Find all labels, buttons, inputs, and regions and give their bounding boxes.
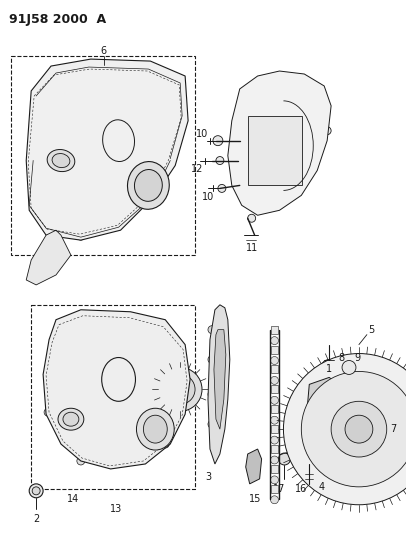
- Circle shape: [158, 367, 202, 411]
- Circle shape: [271, 456, 278, 464]
- Ellipse shape: [136, 408, 174, 450]
- Circle shape: [29, 484, 43, 498]
- Circle shape: [49, 67, 57, 75]
- Circle shape: [208, 356, 216, 364]
- Text: 4: 4: [318, 482, 324, 492]
- Circle shape: [156, 320, 164, 328]
- Polygon shape: [26, 230, 71, 285]
- Circle shape: [396, 424, 406, 434]
- Ellipse shape: [342, 360, 356, 375]
- Bar: [31, 305, 195, 489]
- Circle shape: [32, 487, 40, 495]
- Bar: [271, 445, 278, 453]
- Text: 6: 6: [101, 46, 107, 56]
- Circle shape: [278, 453, 291, 465]
- Text: 10: 10: [196, 128, 208, 139]
- Text: 14: 14: [67, 494, 79, 504]
- Circle shape: [181, 374, 189, 382]
- Polygon shape: [307, 377, 341, 419]
- Circle shape: [304, 454, 314, 464]
- Bar: [271, 465, 278, 473]
- Text: 8: 8: [338, 352, 344, 362]
- Circle shape: [271, 397, 278, 404]
- Text: 9: 9: [354, 352, 360, 362]
- Ellipse shape: [58, 408, 84, 430]
- Text: 1: 1: [326, 365, 332, 375]
- Polygon shape: [26, 59, 188, 240]
- Circle shape: [161, 440, 169, 448]
- Text: 91J58 2000  A: 91J58 2000 A: [9, 13, 107, 26]
- Bar: [271, 405, 278, 413]
- Polygon shape: [228, 71, 331, 215]
- Bar: [248, 116, 302, 185]
- Circle shape: [321, 360, 337, 375]
- Bar: [271, 425, 278, 433]
- Text: 16: 16: [295, 484, 307, 494]
- Ellipse shape: [63, 412, 79, 426]
- Bar: [271, 345, 278, 353]
- Ellipse shape: [47, 150, 75, 172]
- Bar: [271, 326, 278, 334]
- Polygon shape: [43, 310, 190, 469]
- Text: 5: 5: [368, 325, 374, 335]
- Circle shape: [44, 408, 52, 416]
- Circle shape: [271, 476, 278, 484]
- Circle shape: [323, 127, 331, 135]
- Circle shape: [77, 312, 85, 320]
- Polygon shape: [214, 330, 226, 429]
- Ellipse shape: [143, 415, 167, 443]
- Circle shape: [344, 362, 354, 373]
- Circle shape: [208, 326, 216, 334]
- Circle shape: [331, 401, 387, 457]
- Circle shape: [271, 416, 278, 424]
- Circle shape: [248, 85, 256, 93]
- Text: 10: 10: [202, 192, 214, 203]
- Circle shape: [208, 390, 216, 398]
- Circle shape: [218, 184, 226, 192]
- Circle shape: [367, 384, 377, 394]
- Circle shape: [44, 224, 52, 232]
- Circle shape: [301, 372, 407, 487]
- Ellipse shape: [127, 161, 169, 209]
- Circle shape: [144, 65, 152, 73]
- Ellipse shape: [134, 169, 162, 201]
- Text: 13: 13: [109, 504, 122, 514]
- Text: 3: 3: [205, 472, 211, 482]
- Bar: [11, 56, 195, 255]
- Text: 7: 7: [391, 424, 397, 434]
- Polygon shape: [246, 449, 262, 484]
- Circle shape: [208, 420, 216, 428]
- Circle shape: [77, 232, 85, 240]
- Polygon shape: [208, 305, 230, 464]
- Text: 15: 15: [248, 494, 261, 504]
- Circle shape: [271, 496, 278, 504]
- Circle shape: [320, 449, 330, 459]
- Text: 12: 12: [191, 164, 203, 174]
- Circle shape: [271, 337, 278, 345]
- Ellipse shape: [52, 154, 70, 167]
- Bar: [271, 385, 278, 393]
- Bar: [271, 485, 278, 493]
- Circle shape: [216, 157, 224, 165]
- Circle shape: [165, 375, 195, 404]
- Circle shape: [248, 214, 256, 222]
- Circle shape: [271, 376, 278, 384]
- Circle shape: [271, 436, 278, 444]
- Circle shape: [283, 353, 407, 505]
- Circle shape: [367, 464, 377, 474]
- Circle shape: [305, 85, 313, 93]
- Circle shape: [345, 415, 373, 443]
- Circle shape: [213, 136, 223, 146]
- Circle shape: [320, 400, 330, 409]
- Bar: [271, 366, 278, 374]
- Text: 2: 2: [33, 514, 39, 524]
- Circle shape: [161, 158, 169, 166]
- Circle shape: [271, 357, 278, 365]
- Circle shape: [77, 457, 85, 465]
- Text: 17: 17: [273, 484, 286, 494]
- Circle shape: [177, 112, 185, 120]
- Text: 11: 11: [245, 243, 258, 253]
- Circle shape: [296, 452, 306, 462]
